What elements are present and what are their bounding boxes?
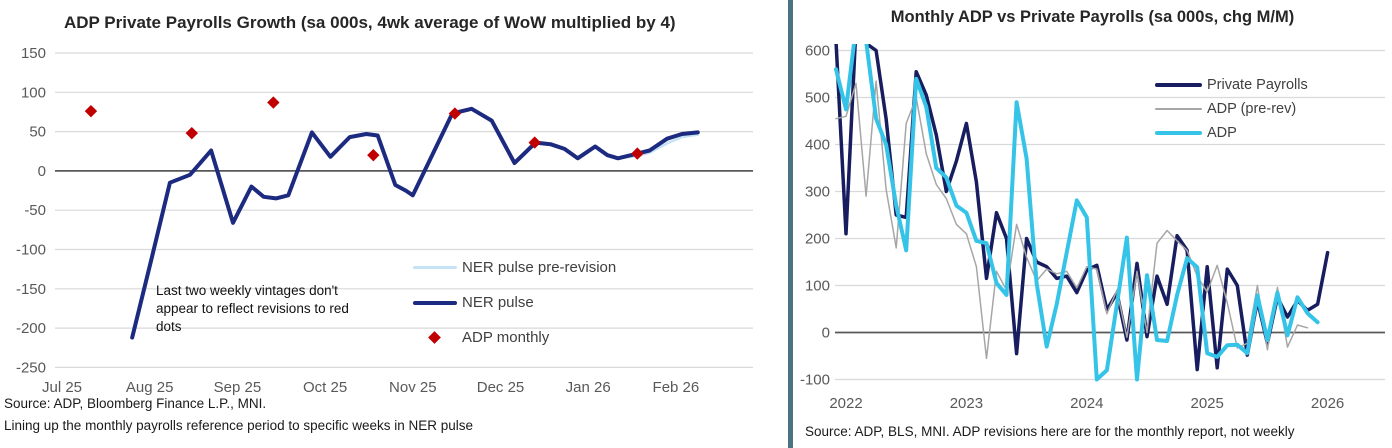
- svg-text:Nov 25: Nov 25: [389, 379, 437, 396]
- svg-text:2022: 2022: [829, 395, 862, 412]
- svg-text:Jan 26: Jan 26: [566, 379, 611, 396]
- svg-text:500: 500: [805, 90, 830, 107]
- svg-text:150: 150: [21, 45, 46, 62]
- svg-text:Dec 25: Dec 25: [477, 379, 525, 396]
- legend-label: ADP monthly: [462, 329, 550, 346]
- svg-text:200: 200: [805, 231, 830, 248]
- svg-text:-200: -200: [16, 320, 46, 337]
- svg-text:2025: 2025: [1191, 395, 1224, 412]
- svg-text:Oct 25: Oct 25: [303, 379, 347, 396]
- legend-item-adp-monthly: ADP monthly: [413, 320, 616, 355]
- legend-item-adp: ADP: [1155, 121, 1308, 145]
- right-chart-panel: -100 0 100 200 300 400 500 600 2022 2023 2024 2025 2…: [793, 0, 1392, 448]
- svg-text:0: 0: [822, 325, 830, 342]
- left-chart-title: ADP Private Payrolls Growth (sa 000s, 4w…: [64, 13, 676, 32]
- left-chart-source: Source: ADP, Bloomberg Finance L.P., MNI…: [4, 396, 267, 411]
- svg-text:-100: -100: [800, 372, 830, 389]
- svg-text:2026: 2026: [1311, 395, 1344, 412]
- svg-text:300: 300: [805, 184, 830, 201]
- legend-item-adp-pre-rev: ADP (pre-rev): [1155, 97, 1308, 121]
- line-swatch-icon: [1155, 131, 1202, 135]
- svg-text:-150: -150: [16, 281, 46, 298]
- svg-text:2023: 2023: [950, 395, 983, 412]
- legend-label: NER pulse: [462, 294, 534, 311]
- right-chart-legend: Private Payrolls ADP (pre-rev) ADP: [1155, 73, 1308, 145]
- svg-text:0: 0: [38, 163, 46, 180]
- svg-text:600: 600: [805, 43, 830, 60]
- svg-text:2024: 2024: [1070, 395, 1103, 412]
- right-chart-source: Source: ADP, BLS, MNI. ADP revisions her…: [805, 424, 1295, 439]
- line-swatch-icon: [1155, 108, 1202, 110]
- right-chart-canvas: -100 0 100 200 300 400 500 600 2022 2023 2024 2025 2…: [800, 43, 1385, 412]
- right-chart-title: Monthly ADP vs Private Payrolls (sa 000s…: [890, 8, 1295, 26]
- line-swatch-icon: [413, 300, 457, 305]
- panel-divider: [788, 0, 793, 448]
- svg-text:100: 100: [21, 84, 46, 101]
- svg-text:50: 50: [29, 124, 46, 141]
- svg-text:Sep 25: Sep 25: [214, 379, 262, 396]
- svg-text:400: 400: [805, 137, 830, 154]
- legend-item-ner-pulse: NER pulse: [413, 285, 616, 320]
- svg-text:100: 100: [805, 278, 830, 295]
- line-swatch-icon: [413, 266, 457, 269]
- svg-text:Jul 25: Jul 25: [42, 379, 82, 396]
- svg-text:-250: -250: [16, 359, 46, 376]
- left-chart-legend: NER pulse pre-revision NER pulse ADP mon…: [413, 250, 616, 355]
- legend-label: NER pulse pre-revision: [462, 259, 617, 276]
- svg-text:-50: -50: [24, 202, 46, 219]
- legend-item-ner-pulse-pre-revision: NER pulse pre-revision: [413, 250, 616, 285]
- legend-label: ADP (pre-rev): [1207, 101, 1297, 117]
- svg-text:Aug 25: Aug 25: [126, 379, 174, 396]
- svg-text:-100: -100: [16, 242, 46, 259]
- left-chart-note: Lining up the monthly payrolls reference…: [4, 418, 473, 433]
- diamond-swatch-icon: [428, 331, 441, 344]
- left-chart-canvas: -250 -200 -150 -100 -50 0 50 100 150 Jul 25 Aug 25…: [16, 45, 753, 396]
- legend-label: ADP: [1207, 125, 1237, 141]
- left-chart-panel: -250 -200 -150 -100 -50 0 50 100 150 Jul 25 Aug 25…: [4, 13, 753, 433]
- svg-text:Feb 26: Feb 26: [653, 379, 700, 396]
- line-swatch-icon: [1155, 83, 1202, 87]
- left-chart-annotation: Last two weekly vintages don't appear to…: [156, 283, 349, 334]
- legend-item-private-payrolls: Private Payrolls: [1155, 73, 1308, 97]
- legend-label: Private Payrolls: [1207, 77, 1308, 93]
